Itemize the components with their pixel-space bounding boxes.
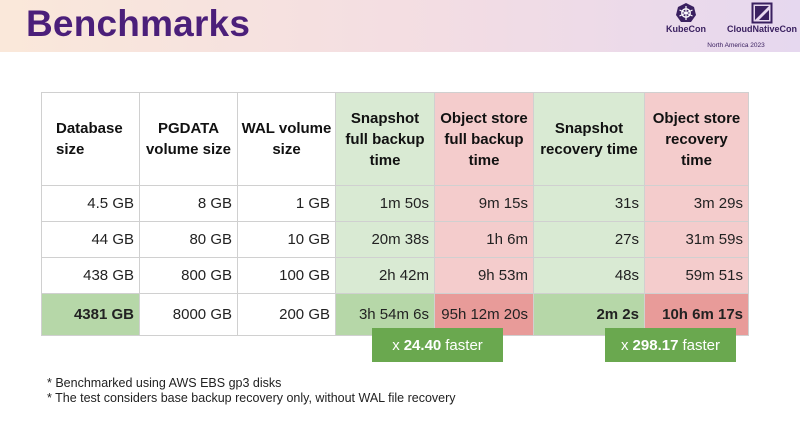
cell-snapshot-full-backup: 2h 42m xyxy=(335,257,435,294)
recovery-speedup-callout: x 298.17 faster xyxy=(605,328,736,362)
column-header-database-size: Database size xyxy=(41,92,140,186)
cloudnativecon-logo: CloudNativeCon xyxy=(722,2,800,50)
column-header-snapshot-full-backup: Snapshot full backup time xyxy=(335,92,435,186)
table-row: 4.5 GB 8 GB 1 GB 1m 50s 9m 15s 31s 3m 29… xyxy=(41,185,749,222)
speedup-value: 298.17 xyxy=(632,336,679,354)
column-header-wal-volume-size: WAL volume size xyxy=(237,92,336,186)
speedup-prefix: x xyxy=(621,336,629,354)
cell-object-store-full-backup: 9h 53m xyxy=(434,257,534,294)
cell-pgdata-volume-size: 80 GB xyxy=(139,221,238,258)
cell-snapshot-full-backup: 1m 50s xyxy=(335,185,435,222)
speedup-prefix: x xyxy=(392,336,400,354)
page-title: Benchmarks xyxy=(26,3,251,44)
slide-header: Benchmarks KubeCon CloudNativeCon North … xyxy=(0,0,800,52)
column-header-object-store-recovery: Object store recovery time xyxy=(644,92,749,186)
table-row: 438 GB 800 GB 100 GB 2h 42m 9h 53m 48s 5… xyxy=(41,257,749,294)
event-name: North America 2023 xyxy=(707,42,765,49)
cell-object-store-recovery: 31m 59s xyxy=(644,221,749,258)
cell-object-store-full-backup: 1h 6m xyxy=(434,221,534,258)
speedup-suffix: faster xyxy=(682,336,720,354)
benchmark-table: Database size PGDATA volume size WAL vol… xyxy=(41,92,749,336)
table-row: 44 GB 80 GB 10 GB 20m 38s 1h 6m 27s 31m … xyxy=(41,221,749,258)
kubernetes-helm-icon xyxy=(676,3,696,22)
cell-database-size: 4381 GB xyxy=(41,293,140,336)
speedup-value: 24.40 xyxy=(403,336,442,354)
table-header-row: Database size PGDATA volume size WAL vol… xyxy=(41,92,749,186)
cell-database-size: 4.5 GB xyxy=(41,185,140,222)
cell-object-store-recovery: 59m 51s xyxy=(644,257,749,294)
cell-database-size: 438 GB xyxy=(41,257,140,294)
column-header-snapshot-recovery: Snapshot recovery time xyxy=(533,92,645,186)
cell-wal-volume-size: 200 GB xyxy=(237,293,336,336)
cell-snapshot-recovery: 31s xyxy=(533,185,645,222)
cell-snapshot-recovery: 48s xyxy=(533,257,645,294)
column-header-object-store-full-backup: Object store full backup time xyxy=(434,92,534,186)
cncf-icon xyxy=(751,2,773,24)
backup-speedup-callout: x 24.40 faster xyxy=(372,328,503,362)
cell-pgdata-volume-size: 8 GB xyxy=(139,185,238,222)
column-header-pgdata-volume-size: PGDATA volume size xyxy=(139,92,238,186)
footnote: * The test considers base backup recover… xyxy=(47,391,456,405)
speedup-suffix: faster xyxy=(445,336,483,354)
cell-object-store-full-backup: 9m 15s xyxy=(434,185,534,222)
cell-snapshot-recovery: 27s xyxy=(533,221,645,258)
kubecon-logo: KubeCon xyxy=(652,2,720,50)
kubecon-logo-text: KubeCon xyxy=(666,24,706,34)
cloudnativecon-logo-text: CloudNativeCon xyxy=(726,24,797,34)
cell-wal-volume-size: 1 GB xyxy=(237,185,336,222)
cell-snapshot-full-backup: 20m 38s xyxy=(335,221,435,258)
cell-database-size: 44 GB xyxy=(41,221,140,258)
cell-object-store-recovery: 3m 29s xyxy=(644,185,749,222)
footnote: * Benchmarked using AWS EBS gp3 disks xyxy=(47,376,282,390)
cell-pgdata-volume-size: 8000 GB xyxy=(139,293,238,336)
cell-wal-volume-size: 100 GB xyxy=(237,257,336,294)
cell-pgdata-volume-size: 800 GB xyxy=(139,257,238,294)
cell-wal-volume-size: 10 GB xyxy=(237,221,336,258)
footnotes: * Benchmarked using AWS EBS gp3 disks * … xyxy=(47,376,456,406)
